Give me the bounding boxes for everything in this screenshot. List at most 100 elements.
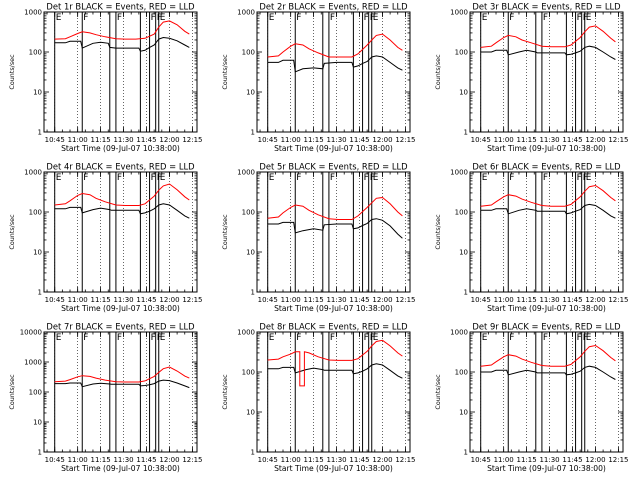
y-tick-label: 10 xyxy=(33,89,42,97)
chart-title: Det 6r BLACK = Events, RED = LLD xyxy=(472,162,620,172)
chart-det-7r: Det 7r BLACK = Events, RED = LLD 1 10 100 10… xyxy=(8,322,203,474)
event-marker-label: F xyxy=(370,13,375,23)
series-events xyxy=(54,36,190,52)
y-tick-label: 1000 xyxy=(237,9,255,17)
x-axis-label: Start Time (09-Jul-07 10:38:00) xyxy=(274,464,393,473)
y-tick-label: 10 xyxy=(246,409,255,417)
chart-title: Det 7r BLACK = Events, RED = LLD xyxy=(46,322,194,332)
event-marker-label: F xyxy=(543,333,548,343)
y-axis-label: Counts/sec xyxy=(8,214,16,250)
chart-det-3r: Det 3r BLACK = Events, RED = LLD 1 10 100 10… xyxy=(434,2,629,154)
plot-frame xyxy=(469,11,624,133)
x-tick-label: 11:15 xyxy=(91,296,111,304)
plot-frame xyxy=(256,11,411,133)
x-tick-label: 11:00 xyxy=(68,136,88,144)
x-tick-label: 12:15 xyxy=(608,296,628,304)
event-marker-label: F xyxy=(151,173,156,183)
x-tick-label: 11:15 xyxy=(91,456,111,464)
series-lld xyxy=(54,20,190,40)
x-axis-label: Start Time (09-Jul-07 10:38:00) xyxy=(61,464,180,473)
x-tick-label: 11:45 xyxy=(349,136,369,144)
y-tick-label: 10 xyxy=(246,249,255,257)
x-tick-label: 11:30 xyxy=(326,296,346,304)
x-tick-label: 11:45 xyxy=(562,136,582,144)
x-tick-label: 10:45 xyxy=(258,296,278,304)
y-tick-label: 1000 xyxy=(237,329,255,337)
y-tick-label: 1000 xyxy=(237,169,255,177)
y-axis-label: Counts/sec xyxy=(221,54,229,90)
event-marker-label: F xyxy=(583,13,588,23)
x-tick-label: 11:15 xyxy=(304,456,324,464)
x-tick-label: 11:30 xyxy=(113,456,133,464)
x-tick-label: 12:15 xyxy=(395,136,415,144)
chart-title: Det 9r BLACK = Events, RED = LLD xyxy=(472,322,620,332)
event-marker-label: F xyxy=(509,13,514,23)
series-events xyxy=(480,45,616,60)
y-axis-label: Counts/sec xyxy=(8,54,16,90)
series-events xyxy=(267,218,403,239)
x-tick-label: 11:15 xyxy=(304,136,324,144)
series-events xyxy=(267,363,403,379)
y-tick-label: 1000 xyxy=(24,169,42,177)
event-marker-label: E xyxy=(586,333,592,343)
event-marker-label: F xyxy=(370,333,375,343)
event-marker-label: F xyxy=(330,173,335,183)
y-tick-label: 100 xyxy=(455,49,468,57)
event-marker-label: F xyxy=(577,173,582,183)
series-events xyxy=(267,55,403,73)
y-tick-label: 1 xyxy=(38,129,42,137)
series-lld xyxy=(480,25,616,48)
x-tick-label: 11:15 xyxy=(517,136,537,144)
y-tick-label: 1 xyxy=(38,449,42,457)
series-lld xyxy=(267,339,403,387)
plot-frame xyxy=(469,331,624,453)
event-marker-label: F xyxy=(117,333,122,343)
y-tick-label: 10 xyxy=(459,409,468,417)
event-marker-label: F xyxy=(583,333,588,343)
event-marker-label: E xyxy=(482,13,488,23)
event-marker-label: F xyxy=(330,13,335,23)
plot-frame xyxy=(43,11,198,133)
y-tick-label: 100 xyxy=(242,369,255,377)
y-tick-label: 1 xyxy=(251,289,255,297)
x-tick-label: 12:15 xyxy=(395,296,415,304)
x-tick-label: 12:15 xyxy=(395,456,415,464)
event-marker-label: E xyxy=(269,333,275,343)
y-tick-label: 1000 xyxy=(450,9,468,17)
y-axis-label: Counts/sec xyxy=(221,214,229,250)
x-tick-label: 11:30 xyxy=(326,136,346,144)
event-marker-label: F xyxy=(364,173,369,183)
x-tick-label: 11:30 xyxy=(113,296,133,304)
x-tick-label: 11:00 xyxy=(494,456,514,464)
series-lld xyxy=(480,344,616,367)
y-tick-label: 1000 xyxy=(24,359,42,367)
event-marker-label: F xyxy=(364,13,369,23)
x-tick-label: 11:00 xyxy=(68,456,88,464)
x-tick-label: 12:00 xyxy=(372,296,392,304)
x-tick-label: 11:15 xyxy=(91,136,111,144)
x-tick-label: 11:00 xyxy=(281,136,301,144)
y-tick-label: 10 xyxy=(33,249,42,257)
x-tick-label: 12:00 xyxy=(372,136,392,144)
event-marker-label: E xyxy=(586,13,592,23)
series-events xyxy=(480,203,616,219)
x-tick-label: 11:00 xyxy=(281,296,301,304)
event-marker-label: E xyxy=(482,173,488,183)
event-marker-label: E xyxy=(56,333,62,343)
x-axis-label: Start Time (09-Jul-07 10:38:00) xyxy=(274,144,393,153)
plot-frame xyxy=(256,171,411,293)
event-marker-label: F xyxy=(117,173,122,183)
x-tick-label: 11:30 xyxy=(539,456,559,464)
event-marker-label: E xyxy=(373,333,379,343)
event-marker-label: F xyxy=(577,13,582,23)
chart-title: Det 5r BLACK = Events, RED = LLD xyxy=(259,162,407,172)
event-marker-label: F xyxy=(151,13,156,23)
event-marker-label: F xyxy=(83,173,88,183)
event-marker-label: F xyxy=(509,333,514,343)
x-tick-label: 11:45 xyxy=(136,296,156,304)
y-tick-label: 1000 xyxy=(450,329,468,337)
y-tick-label: 100 xyxy=(29,49,42,57)
y-axis-label: Counts/sec xyxy=(434,214,442,250)
event-marker-label: F xyxy=(543,173,548,183)
